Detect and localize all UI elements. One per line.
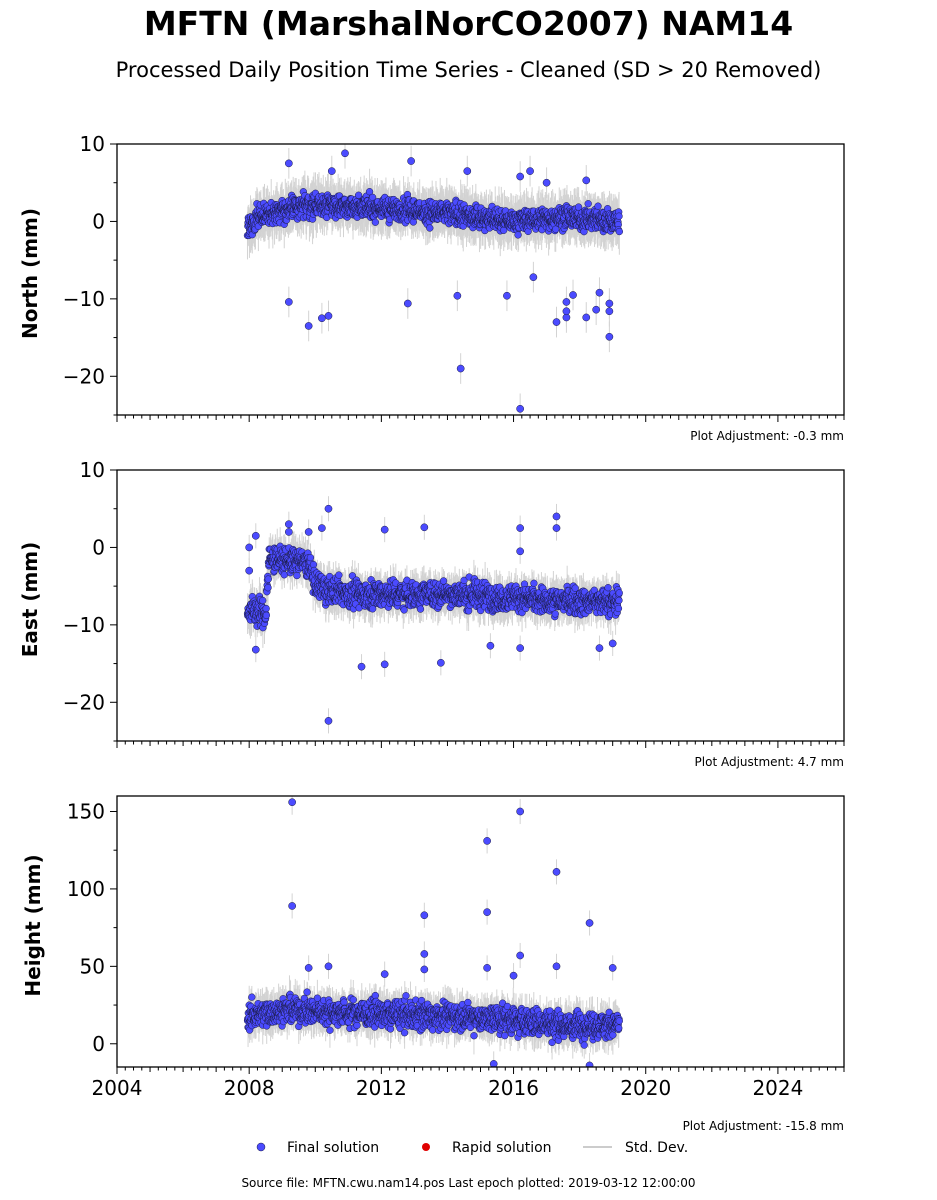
final-solution-point: [514, 231, 522, 239]
outlier-point: [327, 167, 336, 175]
outlier-point: [407, 157, 415, 165]
final-solution-point: [615, 227, 624, 236]
outlier-point: [582, 313, 591, 322]
stddev-bars: [246, 144, 620, 415]
final-solution-point: [365, 188, 374, 196]
final-solution-point: [264, 575, 272, 583]
final-solution-point: [262, 611, 271, 619]
stddev-bars: [247, 496, 620, 734]
final-solution-point: [259, 596, 267, 605]
panel-north: −20 −10 0 10 North (mm) Plot Adjustment: -0.3…: [18, 132, 845, 443]
outlier-point: [463, 167, 472, 175]
outlier-point: [605, 307, 614, 316]
outlier-point: [453, 291, 462, 300]
final-solution-points: [243, 149, 624, 413]
final-solution-point: [594, 202, 602, 210]
y-tick-label: −10: [63, 287, 105, 311]
outlier-point: [516, 404, 525, 413]
y-tick-label: −20: [63, 364, 105, 388]
outlier-point: [605, 299, 614, 308]
y-ticks-north: [110, 143, 117, 416]
outlier-point: [562, 298, 571, 306]
plot-adjustment-north: Plot Adjustment: -0.3 mm: [690, 429, 844, 443]
final-solution-point: [264, 584, 272, 592]
x-ticks-north: [116, 415, 845, 422]
final-solution-point: [584, 200, 592, 208]
final-solution-point: [574, 203, 583, 211]
outlier-point: [456, 364, 465, 373]
final-solution-point: [262, 604, 270, 613]
final-solution-point: [371, 218, 380, 226]
outlier-point: [304, 322, 313, 330]
final-solution-point: [426, 224, 434, 232]
outlier-point: [503, 291, 511, 300]
outlier-point: [318, 314, 326, 323]
y-tick-label: 10: [80, 132, 105, 156]
data-layer-east: [243, 496, 623, 734]
final-solution-point: [306, 553, 315, 562]
outlier-point: [341, 149, 349, 158]
outlier-point: [284, 298, 293, 306]
outlier-point: [582, 176, 591, 185]
outlier-point: [605, 332, 614, 341]
outlier-point: [403, 299, 412, 308]
outlier-point: [569, 291, 577, 299]
outlier-point: [529, 273, 538, 282]
final-solution-point: [335, 571, 343, 579]
data-layer-north: [243, 144, 624, 415]
outlier-point: [552, 318, 561, 326]
final-solution-point: [400, 606, 408, 614]
plot-frame-north: [116, 143, 845, 416]
outlier-point: [542, 178, 551, 187]
page-title: MFTN (MarshalNorCO2007) NAM14: [143, 4, 794, 43]
final-solution-point: [280, 571, 288, 579]
outlier-point: [592, 305, 601, 314]
y-axis-label-north: North (mm): [18, 208, 42, 339]
outlier-point: [595, 288, 604, 297]
outlier-point: [516, 172, 525, 181]
final-solution-point: [615, 212, 623, 220]
final-solution-point: [354, 191, 363, 199]
final-solution-points: [243, 504, 623, 725]
y-tick-label: 0: [92, 209, 105, 233]
final-solution-point: [293, 571, 301, 580]
page-subtitle: Processed Daily Position Time Series - C…: [115, 58, 822, 82]
outlier-point: [526, 167, 534, 175]
outlier-point: [324, 312, 333, 320]
outlier-point: [562, 307, 571, 316]
final-solution-point: [369, 605, 377, 613]
outlier-point: [284, 159, 293, 168]
